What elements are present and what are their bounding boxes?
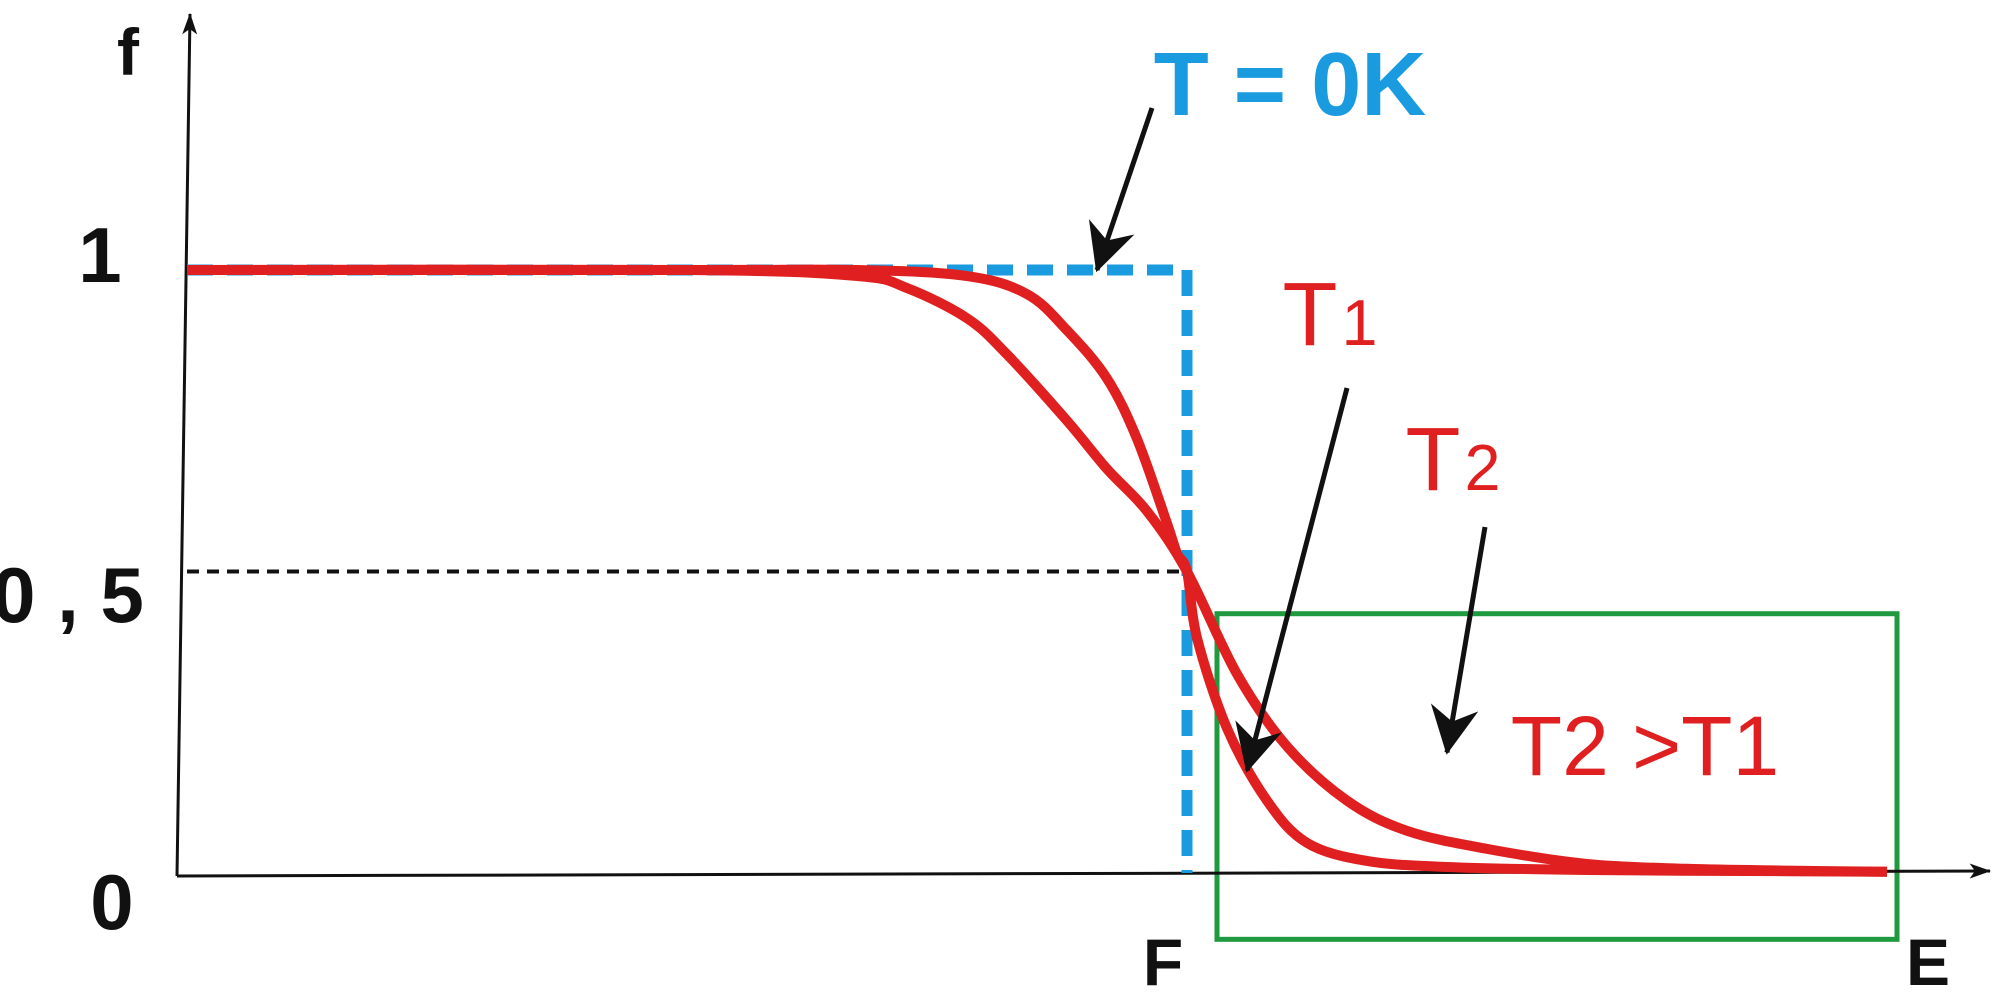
annotation-subscript: 2	[1464, 431, 1500, 504]
x-axis-label: E	[1906, 925, 1950, 996]
annotation-label: T = 0K	[1154, 35, 1427, 135]
annotation-text: T2 >T1	[1511, 699, 1779, 793]
annotation-arrow	[1430, 526, 1488, 755]
annotation-label: T2 >T1	[1511, 699, 1779, 793]
series-t2-line	[186, 264, 1888, 877]
annotation-label: T2	[1405, 410, 1500, 510]
annotation-arrow	[1235, 387, 1350, 773]
annotation-text: T	[1282, 265, 1337, 365]
y-tick-label: 1	[78, 211, 121, 299]
series	[186, 264, 1888, 877]
highlight-box	[1214, 611, 1900, 942]
y-tick-label: 0	[90, 858, 133, 946]
y-axis	[175, 12, 198, 877]
annotation-text: T	[1405, 410, 1460, 510]
highlight-layer	[1214, 611, 1900, 942]
x-tick-label: F	[1143, 925, 1183, 996]
annotation-label: T1	[1282, 265, 1377, 365]
y-axis-label: f	[117, 15, 140, 89]
labels: f E 1 0 , 5 0 F	[0, 15, 1950, 996]
annotation-text: T = 0K	[1154, 35, 1427, 135]
y-tick-label: 0 , 5	[0, 551, 144, 639]
annotation-subscript: 1	[1341, 286, 1377, 359]
annotation-arrow	[1088, 107, 1155, 273]
